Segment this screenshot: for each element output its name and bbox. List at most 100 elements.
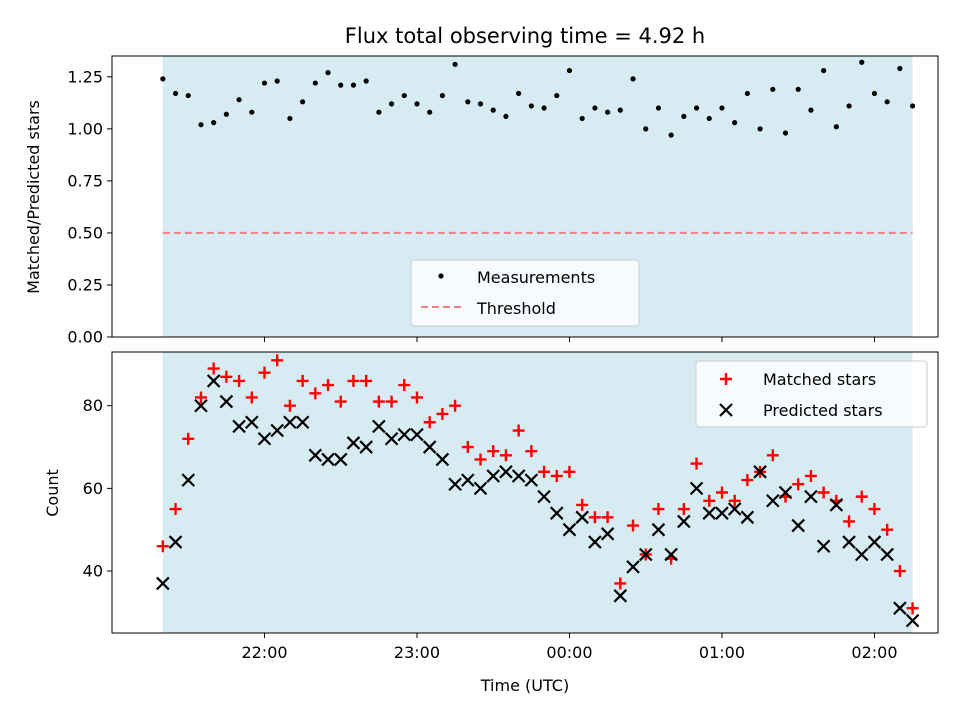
chart-title: Flux total observing time = 4.92 h — [345, 24, 705, 48]
predicted-star-point — [346, 436, 361, 450]
matched-star-point — [703, 494, 716, 507]
ratio-y-tick-label: 1.00 — [67, 119, 103, 138]
matched-star-point — [372, 395, 385, 408]
predicted-star-point — [664, 547, 678, 562]
matched-star-point — [207, 362, 220, 375]
matched-star-point — [194, 391, 207, 404]
predicted-star-point — [410, 427, 424, 442]
matched-star-point — [893, 565, 906, 578]
predicted-star-point — [816, 539, 831, 553]
matched-star-point — [283, 399, 296, 412]
predicted-star-point — [575, 510, 589, 525]
matched-star-point — [588, 511, 601, 524]
x-tick-label: 01:00 — [699, 643, 745, 662]
predicted-star-point — [791, 518, 805, 533]
matched-star-point — [474, 453, 487, 466]
predicted-star-point — [511, 469, 526, 483]
matched-star-point — [576, 498, 589, 511]
x-tick-label: 22:00 — [241, 643, 287, 662]
predicted-star-point — [638, 547, 653, 562]
matched-star-point — [792, 478, 805, 491]
predicted-star-point — [651, 522, 666, 537]
ratio-panel: 0.00 0.25 0.50 0.75 1.00 1.25 Matched/Predict… — [24, 55, 939, 347]
measurement-point — [732, 120, 738, 126]
measurement-point — [554, 92, 560, 99]
count-points — [156, 354, 920, 628]
predicted-star-point — [168, 535, 183, 549]
matched-star-point — [627, 519, 640, 532]
measurement-points — [160, 59, 916, 138]
measurement-point — [503, 113, 509, 119]
measurement-point — [706, 115, 712, 122]
matched-star-point — [169, 503, 182, 516]
count-y-ticks: 40 60 80 — [83, 396, 112, 581]
measurement-point — [516, 90, 522, 97]
count-axes-frame — [111, 351, 939, 634]
measurement-point — [363, 78, 369, 84]
ratio-y-tick-label: 0.00 — [67, 328, 103, 347]
measurement-point — [427, 109, 433, 115]
predicted-star-point — [448, 477, 462, 492]
measurement-point — [617, 107, 623, 113]
predicted-star-point — [778, 485, 793, 500]
measurement-point — [198, 122, 204, 128]
matched-star-point — [614, 577, 627, 590]
measurement-point — [452, 61, 458, 67]
matched-star-point — [233, 374, 246, 387]
predicted-star-point — [333, 452, 348, 467]
predicted-star-point — [804, 489, 818, 504]
matched-star-point — [449, 399, 462, 412]
legend-threshold-label: Threshold — [476, 299, 556, 318]
predicted-star-point — [499, 465, 513, 479]
legend-measurements-label: Measurements — [477, 268, 595, 287]
measurement-point — [897, 65, 903, 72]
measurement-point — [401, 92, 407, 99]
measurement-point — [338, 82, 344, 88]
predicted-star-point — [359, 440, 373, 454]
predicted-star-point — [308, 448, 323, 463]
measurement-point — [172, 90, 179, 97]
matched-star-point — [728, 494, 741, 507]
measurement-point — [528, 103, 534, 109]
ratio-y-axis-label: Matched/Predicted stars — [24, 100, 43, 294]
measurement-point — [592, 105, 598, 111]
measurement-point — [249, 109, 255, 115]
measurement-point — [630, 76, 636, 82]
predicted-star-point — [740, 510, 755, 525]
matched-star-point — [271, 354, 284, 367]
measurement-point — [223, 111, 229, 117]
legend-predicted-label: Predicted stars — [763, 401, 883, 420]
measurement-point — [312, 80, 318, 86]
measurement-point — [261, 80, 268, 86]
predicted-star-point — [677, 514, 691, 529]
x-tick-label: 23:00 — [394, 643, 440, 662]
measurement-point — [490, 107, 496, 113]
matched-star-point — [423, 416, 436, 429]
measurement-point — [477, 101, 484, 107]
x-axis-label: Time (UTC) — [480, 676, 569, 695]
predicted-star-point — [295, 415, 310, 430]
matched-star-point — [322, 379, 335, 392]
predicted-star-point — [766, 493, 780, 508]
measurement-point — [300, 99, 306, 105]
ratio-y-tick-label: 0.25 — [67, 275, 103, 294]
legend-measurements-marker — [438, 273, 444, 279]
matched-star-point — [690, 457, 703, 470]
predicted-star-point — [588, 535, 602, 549]
predicted-star-point — [880, 547, 894, 562]
measurement-point — [693, 105, 700, 111]
measurement-point — [414, 101, 420, 107]
matched-star-point — [881, 523, 894, 536]
matched-star-point — [677, 503, 690, 516]
measurement-point — [236, 97, 242, 103]
predicted-star-point — [524, 473, 539, 487]
predicted-star-point — [867, 535, 882, 549]
ratio-legend: Measurements Threshold — [410, 259, 640, 327]
legend-matched-label: Matched stars — [763, 370, 876, 389]
predicted-star-point — [283, 415, 297, 430]
ratio-y-tick-label: 0.50 — [67, 223, 103, 242]
matched-star-point — [906, 602, 919, 615]
predicted-star-point — [194, 398, 208, 413]
predicted-star-point — [842, 535, 856, 549]
matched-star-point — [487, 445, 500, 458]
